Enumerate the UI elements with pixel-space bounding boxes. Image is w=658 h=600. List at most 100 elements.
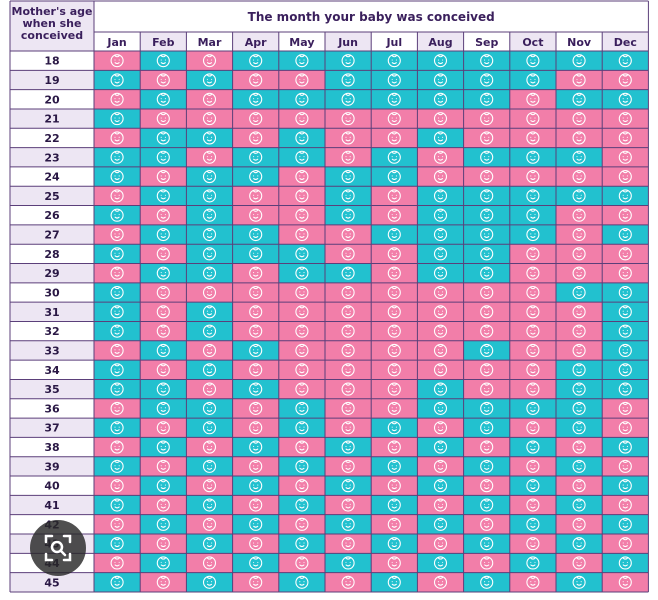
cell-boy: [186, 418, 233, 438]
baby-face-icon: [480, 247, 494, 261]
cell-girl: [232, 321, 279, 341]
cell-boy: [232, 147, 279, 167]
baby-face-icon: [110, 575, 124, 589]
baby-face-icon: [433, 459, 448, 473]
baby-face-icon: [480, 459, 494, 473]
baby-face-icon: [295, 266, 309, 280]
baby-face-icon: [433, 479, 448, 493]
baby-face-icon: [572, 92, 586, 106]
baby-face-icon: [110, 150, 124, 164]
baby-face-icon: [110, 189, 124, 203]
lens-button[interactable]: [30, 520, 86, 576]
baby-face-icon: [387, 305, 401, 319]
cell-boy: [232, 476, 279, 496]
baby-face-icon: [110, 498, 124, 512]
baby-face-icon: [433, 363, 448, 377]
baby-face-icon: [526, 556, 540, 570]
table-row: 45: [10, 572, 649, 592]
baby-face-icon: [295, 498, 309, 512]
baby-face-icon: [295, 324, 309, 338]
age-cell: [10, 89, 94, 109]
baby-face-icon: [110, 285, 124, 300]
cell-boy: [140, 224, 187, 245]
cell-girl: [278, 282, 325, 303]
age-cell: [10, 186, 94, 206]
baby-face-icon: [341, 189, 355, 203]
baby-face-icon: [433, 208, 448, 222]
baby-face-icon: [110, 421, 124, 435]
baby-face-icon: [433, 324, 448, 338]
cell-girl: [140, 495, 187, 515]
baby-face-icon: [480, 227, 494, 242]
month-label-jul: Jul: [385, 36, 402, 49]
baby-face-icon: [480, 324, 494, 338]
cell-boy: [325, 70, 372, 90]
baby-face-icon: [526, 324, 540, 338]
cell-girl: [278, 224, 325, 245]
corner-label-line: when she: [23, 17, 82, 30]
baby-face-icon: [526, 54, 540, 68]
cell-boy: [417, 437, 464, 457]
cell-girl: [278, 302, 325, 322]
baby-face-icon: [110, 382, 124, 396]
cell-girl: [556, 514, 603, 534]
cell-girl: [556, 476, 603, 496]
baby-face-icon: [341, 266, 355, 280]
baby-face-icon: [341, 459, 355, 473]
cell-girl: [509, 244, 556, 264]
cell-boy: [94, 321, 141, 341]
cell-girl: [186, 514, 233, 534]
cell-boy: [94, 456, 141, 477]
table-row: 28: [10, 244, 649, 264]
cell-boy: [325, 263, 372, 283]
baby-face-icon: [202, 189, 217, 203]
baby-face-icon: [480, 266, 494, 280]
baby-face-icon: [618, 498, 632, 512]
age-label: 23: [44, 151, 59, 164]
baby-face-icon: [295, 459, 309, 473]
baby-face-icon: [249, 343, 263, 358]
age-label: 26: [44, 209, 60, 222]
age-label: 20: [44, 93, 60, 106]
baby-face-icon: [387, 479, 401, 493]
cell-boy: [371, 89, 418, 109]
cell-girl: [602, 263, 649, 283]
baby-face-icon: [526, 537, 540, 551]
age-cell: [10, 128, 94, 148]
cell-boy: [371, 534, 418, 554]
baby-face-icon: [387, 459, 401, 473]
baby-face-icon: [249, 208, 263, 222]
cell-girl: [371, 398, 418, 419]
table-row: 41: [10, 495, 649, 515]
cell-girl: [602, 244, 649, 264]
cell-girl: [602, 205, 649, 225]
baby-face-icon: [572, 421, 586, 435]
baby-face-icon: [480, 189, 494, 203]
table-row: 25: [10, 186, 649, 206]
month-label-dec: Dec: [614, 36, 637, 49]
baby-face-icon: [202, 363, 217, 377]
baby-face-icon: [480, 112, 494, 126]
cell-boy: [463, 51, 510, 71]
cell-girl: [417, 456, 464, 477]
cell-girl: [509, 263, 556, 283]
baby-face-icon: [433, 170, 448, 184]
baby-face-icon: [249, 421, 263, 435]
cell-boy: [325, 553, 372, 573]
cell-girl: [232, 418, 279, 438]
cell-boy: [417, 398, 464, 419]
cell-boy: [602, 302, 649, 322]
baby-face-icon: [156, 459, 170, 473]
table-row: 23: [10, 147, 649, 167]
baby-face-icon: [526, 459, 540, 473]
baby-face-icon: [618, 266, 632, 280]
baby-face-icon: [156, 537, 170, 551]
baby-face-icon: [480, 517, 494, 531]
cell-boy: [509, 476, 556, 496]
cell-boy: [232, 437, 279, 457]
baby-face-icon: [387, 537, 401, 551]
baby-face-icon: [618, 73, 632, 87]
baby-face-icon: [387, 131, 401, 145]
baby-face-icon: [526, 150, 540, 164]
lens-icon: [44, 534, 72, 562]
